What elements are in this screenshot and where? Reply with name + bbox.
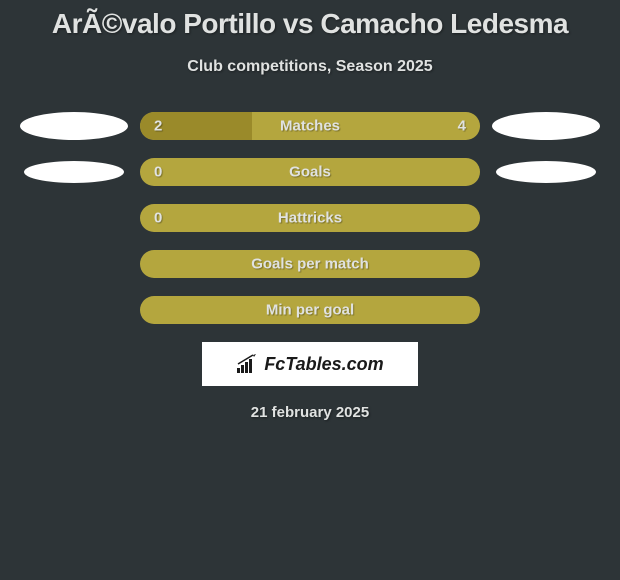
stats-chart: 2 Matches 4 0 Goals 0 Hattricks xyxy=(0,112,620,324)
brand-badge: FcTables.com xyxy=(202,342,418,386)
stat-row-mpg: Min per goal xyxy=(0,296,620,324)
bar-label: Min per goal xyxy=(266,302,354,319)
bar-track-goals: 0 Goals xyxy=(140,158,480,186)
subtitle: Club competitions, Season 2025 xyxy=(0,58,620,76)
player-right-oval xyxy=(496,161,596,183)
bar-left-value: 2 xyxy=(154,118,162,135)
bar-label: Matches xyxy=(280,118,340,135)
date-text: 21 february 2025 xyxy=(0,404,620,421)
stat-row-goals: 0 Goals xyxy=(0,158,620,186)
bar-left-value: 0 xyxy=(154,164,162,181)
stat-row-gpm: Goals per match xyxy=(0,250,620,278)
bar-left-value: 0 xyxy=(154,210,162,227)
bar-track-hattricks: 0 Hattricks xyxy=(140,204,480,232)
player-left-oval xyxy=(20,112,128,140)
bar-label: Hattricks xyxy=(278,210,342,227)
bar-label: Goals xyxy=(289,164,331,181)
bar-track-matches: 2 Matches 4 xyxy=(140,112,480,140)
bar-track-mpg: Min per goal xyxy=(140,296,480,324)
brand-text: FcTables.com xyxy=(264,354,383,375)
comparison-card: ArÃ©valo Portillo vs Camacho Ledesma Clu… xyxy=(0,0,620,580)
bar-label: Goals per match xyxy=(251,256,369,273)
stat-row-matches: 2 Matches 4 xyxy=(0,112,620,140)
bar-track-gpm: Goals per match xyxy=(140,250,480,278)
chart-icon xyxy=(236,354,260,374)
page-title: ArÃ©valo Portillo vs Camacho Ledesma xyxy=(0,8,620,40)
stat-row-hattricks: 0 Hattricks xyxy=(0,204,620,232)
player-left-oval xyxy=(24,161,124,183)
player-right-oval xyxy=(492,112,600,140)
bar-right-value: 4 xyxy=(458,118,466,135)
